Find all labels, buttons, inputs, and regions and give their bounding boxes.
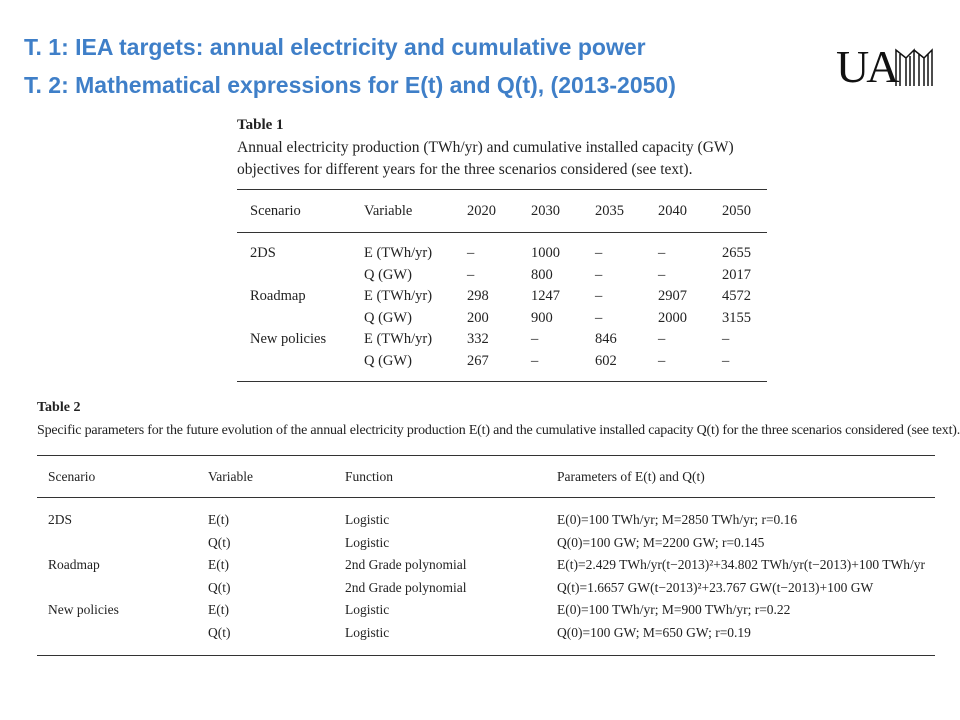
table-rule xyxy=(37,655,935,656)
column-header: 2030 xyxy=(531,203,560,219)
table-cell: 900 xyxy=(531,309,553,326)
table-cell: 200 xyxy=(467,309,489,326)
table-cell: E(t)=2.429 TWh/yr(t−2013)²+34.802 TWh/yr… xyxy=(557,557,925,572)
table-cell: E(t) xyxy=(208,557,229,572)
column-header: Scenario xyxy=(48,469,96,484)
column-header: Scenario xyxy=(250,203,301,219)
table-rule xyxy=(37,497,935,498)
table-caption: Specific parameters for the future evolu… xyxy=(37,423,960,438)
table-cell: Q(t) xyxy=(208,534,231,550)
table-cell: 2nd Grade polynomial xyxy=(345,557,467,572)
table-cell: 267 xyxy=(467,352,489,369)
table-cell: 1000 xyxy=(531,245,560,261)
table-cell: Logistic xyxy=(345,602,390,617)
table-cell: 800 xyxy=(531,266,553,283)
table-cell: E(0)=100 TWh/yr; M=2850 TWh/yr; r=0.16 xyxy=(557,512,798,527)
table-cell: E(0)=100 TWh/yr; M=900 TWh/yr; r=0.22 xyxy=(557,602,791,617)
table-cell: – xyxy=(595,245,603,261)
column-header: Function xyxy=(345,469,394,484)
table-cell: Q(0)=100 GW; M=650 GW; r=0.19 xyxy=(557,624,751,640)
table-cell: 4572 xyxy=(722,288,751,304)
table-cell: E (TWh/yr) xyxy=(364,331,433,347)
table-cell: 2655 xyxy=(722,245,751,261)
logo-mark xyxy=(895,48,933,86)
title-line: T. 1: IEA targets: annual electricity an… xyxy=(24,34,646,60)
column-header: 2035 xyxy=(595,203,624,219)
scenario-cell: New policies xyxy=(250,331,327,347)
table-cell: Q (GW) xyxy=(364,352,412,369)
scenario-cell: New policies xyxy=(48,602,119,617)
column-header: 2020 xyxy=(467,203,496,219)
table-cell: – xyxy=(658,245,666,261)
logo-text: UA xyxy=(836,41,899,92)
table-cell: 2000 xyxy=(658,309,687,326)
table-cell: 846 xyxy=(595,331,617,347)
table-cell: 1247 xyxy=(531,288,560,304)
table-cell: Logistic xyxy=(345,624,390,640)
table-cell: 298 xyxy=(467,288,489,304)
table-label: Table 1 xyxy=(237,117,284,133)
table-rule xyxy=(37,455,935,456)
table-cell: 602 xyxy=(595,352,617,369)
table-cell: – xyxy=(658,266,666,283)
table-cell: Logistic xyxy=(345,534,390,550)
table-cell: – xyxy=(658,331,666,347)
table-cell: 2907 xyxy=(658,288,687,304)
table-cell: E (TWh/yr) xyxy=(364,245,433,261)
table-cell: – xyxy=(467,245,475,261)
table-cell: – xyxy=(722,352,730,369)
title-line: T. 2: Mathematical expressions for E(t) … xyxy=(24,72,676,98)
table-cell: Q(t) xyxy=(208,624,231,640)
table-cell: – xyxy=(595,266,603,283)
scenario-cell: 2DS xyxy=(48,512,73,527)
table-cell: 3155 xyxy=(722,309,751,326)
table-cell: – xyxy=(722,331,730,347)
table-cell: Q(t) xyxy=(208,579,231,595)
table-cell: – xyxy=(467,266,475,283)
table-cell: – xyxy=(531,331,539,347)
scenario-cell: Roadmap xyxy=(48,557,100,572)
table-cell: Q (GW) xyxy=(364,266,412,283)
table-cell: – xyxy=(595,309,603,326)
column-header: Parameters of E(t) and Q(t) xyxy=(557,469,705,484)
table-cell: E(t) xyxy=(208,512,229,527)
logo: UA xyxy=(836,44,936,92)
column-header: Variable xyxy=(208,469,253,484)
table-rule xyxy=(237,189,767,190)
table-caption: Annual electricity production (TWh/yr) a… xyxy=(237,139,734,178)
table-cell: 332 xyxy=(467,331,489,347)
column-header: 2050 xyxy=(722,203,751,219)
column-header: 2040 xyxy=(658,203,687,219)
column-header: Variable xyxy=(364,203,413,219)
table-cell: Q(t)=1.6657 GW(t−2013)²+23.767 GW(t−2013… xyxy=(557,579,874,595)
scenario-cell: Roadmap xyxy=(250,288,306,304)
table-rule xyxy=(237,232,767,233)
table-cell: Q (GW) xyxy=(364,309,412,326)
table-cell: – xyxy=(531,352,539,369)
scenario-cell: 2DS xyxy=(250,245,276,261)
table-cell: – xyxy=(595,288,603,304)
table-cell: – xyxy=(658,352,666,369)
table-cell: Logistic xyxy=(345,512,390,527)
table-cell: E (TWh/yr) xyxy=(364,288,433,304)
table-cell: 2017 xyxy=(722,266,751,283)
table-cell: 2nd Grade polynomial xyxy=(345,579,467,595)
table-rule xyxy=(237,381,767,382)
table-cell: E(t) xyxy=(208,602,229,617)
table-label: Table 2 xyxy=(37,400,81,415)
table-cell: Q(0)=100 GW; M=2200 GW; r=0.145 xyxy=(557,534,765,550)
